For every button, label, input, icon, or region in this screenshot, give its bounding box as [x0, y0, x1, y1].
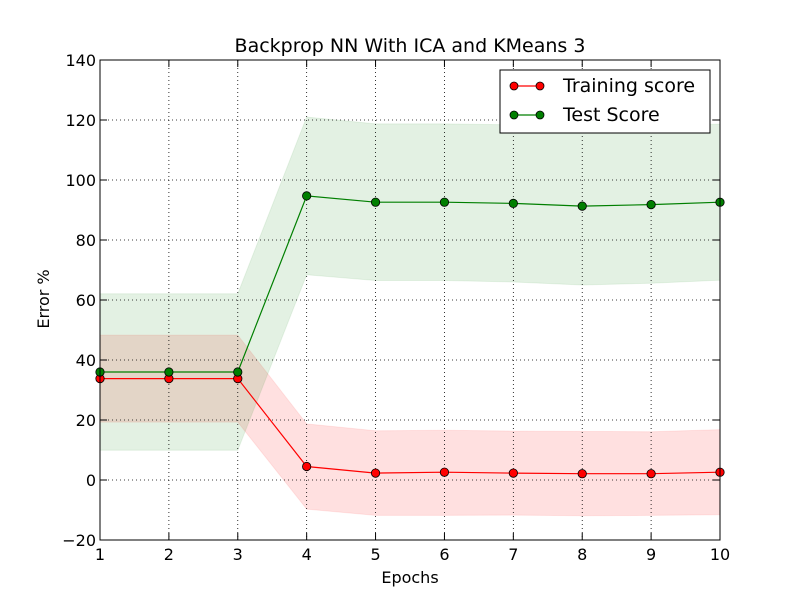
- legend-marker-test: [509, 110, 519, 120]
- x-tick-label: 1: [95, 545, 105, 564]
- x-axis-label: Epochs: [381, 568, 438, 587]
- legend-box: [499, 69, 711, 134]
- x-tick-label: 2: [164, 545, 174, 564]
- y-tick-label: 120: [65, 111, 96, 130]
- legend-marker-training: [535, 81, 545, 91]
- series-lines: [100, 195, 721, 475]
- training-score-point: [508, 468, 518, 478]
- test-score-point: [439, 197, 450, 207]
- x-tick-label: 6: [439, 545, 449, 564]
- legend-entry-test: Test Score: [509, 104, 660, 126]
- y-tick-label: 100: [65, 171, 96, 190]
- legend-marker-test: [535, 110, 545, 120]
- training-score-line: [100, 378, 721, 475]
- y-tick-label: 20: [76, 411, 96, 430]
- test-score-point: [508, 198, 518, 208]
- axis-tick-labels: 1 2 3 4 5 6 7 8 9 10 −20 0 20 40 60 80 100 120 140: [62, 51, 730, 564]
- x-tick-label: 4: [302, 545, 312, 564]
- training-score-point: [302, 461, 312, 472]
- y-tick-label: −20: [62, 531, 96, 550]
- y-tick-label: 40: [76, 351, 96, 370]
- legend-label-test: Test Score: [562, 104, 660, 126]
- x-tick-label: 7: [508, 545, 518, 564]
- legend-marker-training: [509, 81, 519, 91]
- legend-entry-training: Training score: [509, 75, 695, 97]
- y-tick-label: 140: [65, 51, 96, 70]
- test-score-point: [577, 201, 587, 211]
- training-score-point: [439, 467, 450, 477]
- test-score-line: [100, 195, 721, 373]
- x-tick-label: 10: [710, 545, 730, 564]
- test-score-point: [370, 197, 381, 207]
- training-score-point: [577, 469, 587, 479]
- y-axis-label: Error %: [34, 269, 53, 328]
- training-score-point: [370, 468, 381, 478]
- y-tick-label: 80: [76, 231, 96, 250]
- x-tick-label: 8: [577, 545, 587, 564]
- legend-label-training: Training score: [562, 75, 695, 97]
- y-tick-label: 60: [76, 291, 96, 310]
- x-tick-label: 3: [233, 545, 243, 564]
- legend: Training score Test Score: [499, 69, 711, 134]
- test-score-point: [302, 191, 312, 201]
- x-tick-label: 5: [370, 545, 380, 564]
- test-score-point: [646, 200, 656, 210]
- chart-title: Backprop NN With ICA and KMeans 3: [235, 35, 586, 57]
- y-tick-label: 0: [86, 471, 96, 490]
- test-score-point: [164, 367, 174, 377]
- axis-ticks: [99, 59, 721, 541]
- training-score-point: [646, 469, 656, 479]
- test-score-point: [233, 367, 243, 377]
- x-tick-label: 9: [646, 545, 656, 564]
- series-markers: [95, 191, 725, 479]
